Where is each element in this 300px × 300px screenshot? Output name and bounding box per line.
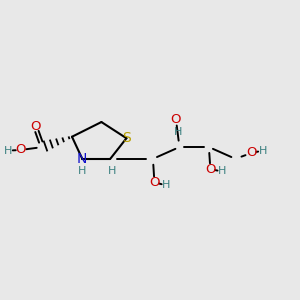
- Text: O: O: [15, 143, 26, 157]
- Text: O: O: [246, 146, 257, 159]
- Text: O: O: [205, 163, 216, 176]
- Text: H: H: [4, 146, 12, 156]
- Text: H: H: [108, 166, 116, 176]
- Text: O: O: [30, 120, 40, 133]
- Text: O: O: [149, 176, 160, 189]
- Text: N: N: [77, 152, 88, 166]
- Text: H: H: [218, 167, 226, 176]
- Text: H: H: [78, 166, 86, 176]
- Text: S: S: [122, 131, 131, 145]
- Text: H: H: [259, 146, 267, 156]
- Text: H: H: [162, 180, 170, 190]
- Text: O: O: [171, 112, 181, 126]
- Text: H: H: [174, 127, 182, 137]
